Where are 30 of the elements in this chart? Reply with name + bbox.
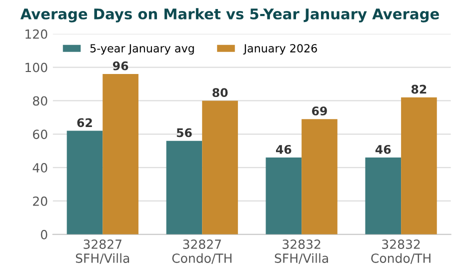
chart-title: Average Days on Market vs 5-Year January Average — [20, 8, 439, 22]
bar — [66, 130, 103, 234]
y-tick-label: 0 — [40, 230, 48, 240]
x-tick-label: 32832 SFH/Villa — [274, 239, 328, 264]
x-tick-label: 32827 SFH/Villa — [76, 239, 130, 264]
y-tick-label: 20 — [33, 196, 48, 206]
data-label: 69 — [312, 106, 327, 116]
bar — [202, 100, 238, 234]
data-label: 80 — [212, 88, 228, 98]
y-tick-label: 100 — [26, 62, 48, 72]
data-label: 46 — [375, 144, 391, 154]
x-tick-label: 32832 Condo/TH — [371, 239, 430, 264]
bar — [166, 140, 202, 234]
y-tick-label: 40 — [32, 163, 48, 172]
x-tick-label: 32827 Condo/TH — [172, 239, 232, 264]
bar — [102, 74, 138, 234]
data-label: 82 — [411, 84, 426, 94]
bar — [401, 97, 437, 234]
data-label: 62 — [77, 118, 92, 128]
bar — [266, 158, 302, 234]
data-label: 96 — [112, 61, 128, 70]
y-tick-label: 120 — [26, 29, 48, 39]
y-tick-label: 80 — [32, 96, 48, 106]
data-label: 46 — [276, 144, 292, 154]
legend-label: 5-year January avg — [90, 44, 194, 55]
bar — [365, 158, 402, 234]
bar — [302, 119, 338, 234]
legend-label: January 2026 — [243, 44, 317, 55]
data-label: 56 — [176, 128, 192, 138]
y-tick-label: 60 — [33, 130, 48, 140]
